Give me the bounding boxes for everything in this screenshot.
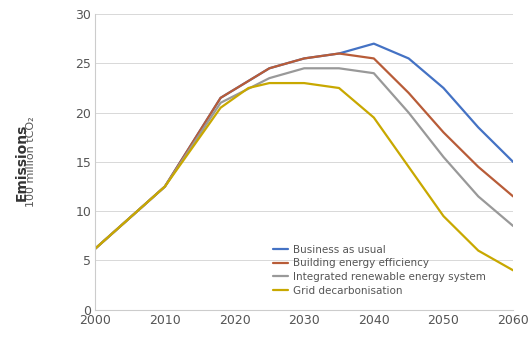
Integrated renewable energy system: [475, 194, 481, 199]
Building energy efficiency: [162, 184, 168, 189]
Grid decarbonisation: [245, 86, 252, 90]
Building energy efficiency: [440, 130, 446, 134]
Integrated renewable energy system: [162, 184, 168, 189]
Integrated renewable energy system: [440, 155, 446, 159]
Integrated renewable energy system: [266, 76, 272, 80]
Building energy efficiency: [301, 56, 307, 61]
Integrated renewable energy system: [405, 111, 412, 115]
Grid decarbonisation: [510, 268, 516, 272]
Building energy efficiency: [475, 165, 481, 169]
Building energy efficiency: [266, 66, 272, 70]
Building energy efficiency: [336, 51, 342, 56]
Legend: Business as usual, Building energy efficiency, Integrated renewable energy syste: Business as usual, Building energy effic…: [272, 245, 486, 296]
Grid decarbonisation: [266, 81, 272, 85]
Building energy efficiency: [510, 194, 516, 199]
Grid decarbonisation: [336, 86, 342, 90]
Grid decarbonisation: [301, 81, 307, 85]
Building energy efficiency: [92, 246, 98, 251]
Grid decarbonisation: [371, 115, 377, 120]
Business as usual: [405, 56, 412, 61]
Text: Emissions: Emissions: [15, 123, 29, 201]
Business as usual: [440, 86, 446, 90]
Business as usual: [371, 42, 377, 46]
Integrated renewable energy system: [336, 66, 342, 70]
Grid decarbonisation: [475, 249, 481, 253]
Business as usual: [336, 51, 342, 56]
Business as usual: [217, 96, 224, 100]
Business as usual: [510, 160, 516, 164]
Business as usual: [92, 246, 98, 251]
Grid decarbonisation: [92, 246, 98, 251]
Integrated renewable energy system: [371, 71, 377, 75]
Integrated renewable energy system: [510, 224, 516, 228]
Grid decarbonisation: [217, 106, 224, 110]
Building energy efficiency: [217, 96, 224, 100]
Business as usual: [162, 184, 168, 189]
Business as usual: [475, 125, 481, 130]
Grid decarbonisation: [405, 165, 412, 169]
Line: Business as usual: Business as usual: [95, 44, 513, 249]
Building energy efficiency: [405, 91, 412, 95]
Integrated renewable energy system: [217, 101, 224, 105]
Business as usual: [266, 66, 272, 70]
Grid decarbonisation: [440, 214, 446, 218]
Integrated renewable energy system: [92, 246, 98, 251]
Line: Grid decarbonisation: Grid decarbonisation: [95, 83, 513, 270]
Y-axis label: 100 million tCO₂: 100 million tCO₂: [26, 117, 37, 207]
Building energy efficiency: [371, 56, 377, 61]
Line: Building energy efficiency: Building energy efficiency: [95, 54, 513, 249]
Line: Integrated renewable energy system: Integrated renewable energy system: [95, 68, 513, 249]
Grid decarbonisation: [162, 184, 168, 189]
Integrated renewable energy system: [301, 66, 307, 70]
Business as usual: [301, 56, 307, 61]
